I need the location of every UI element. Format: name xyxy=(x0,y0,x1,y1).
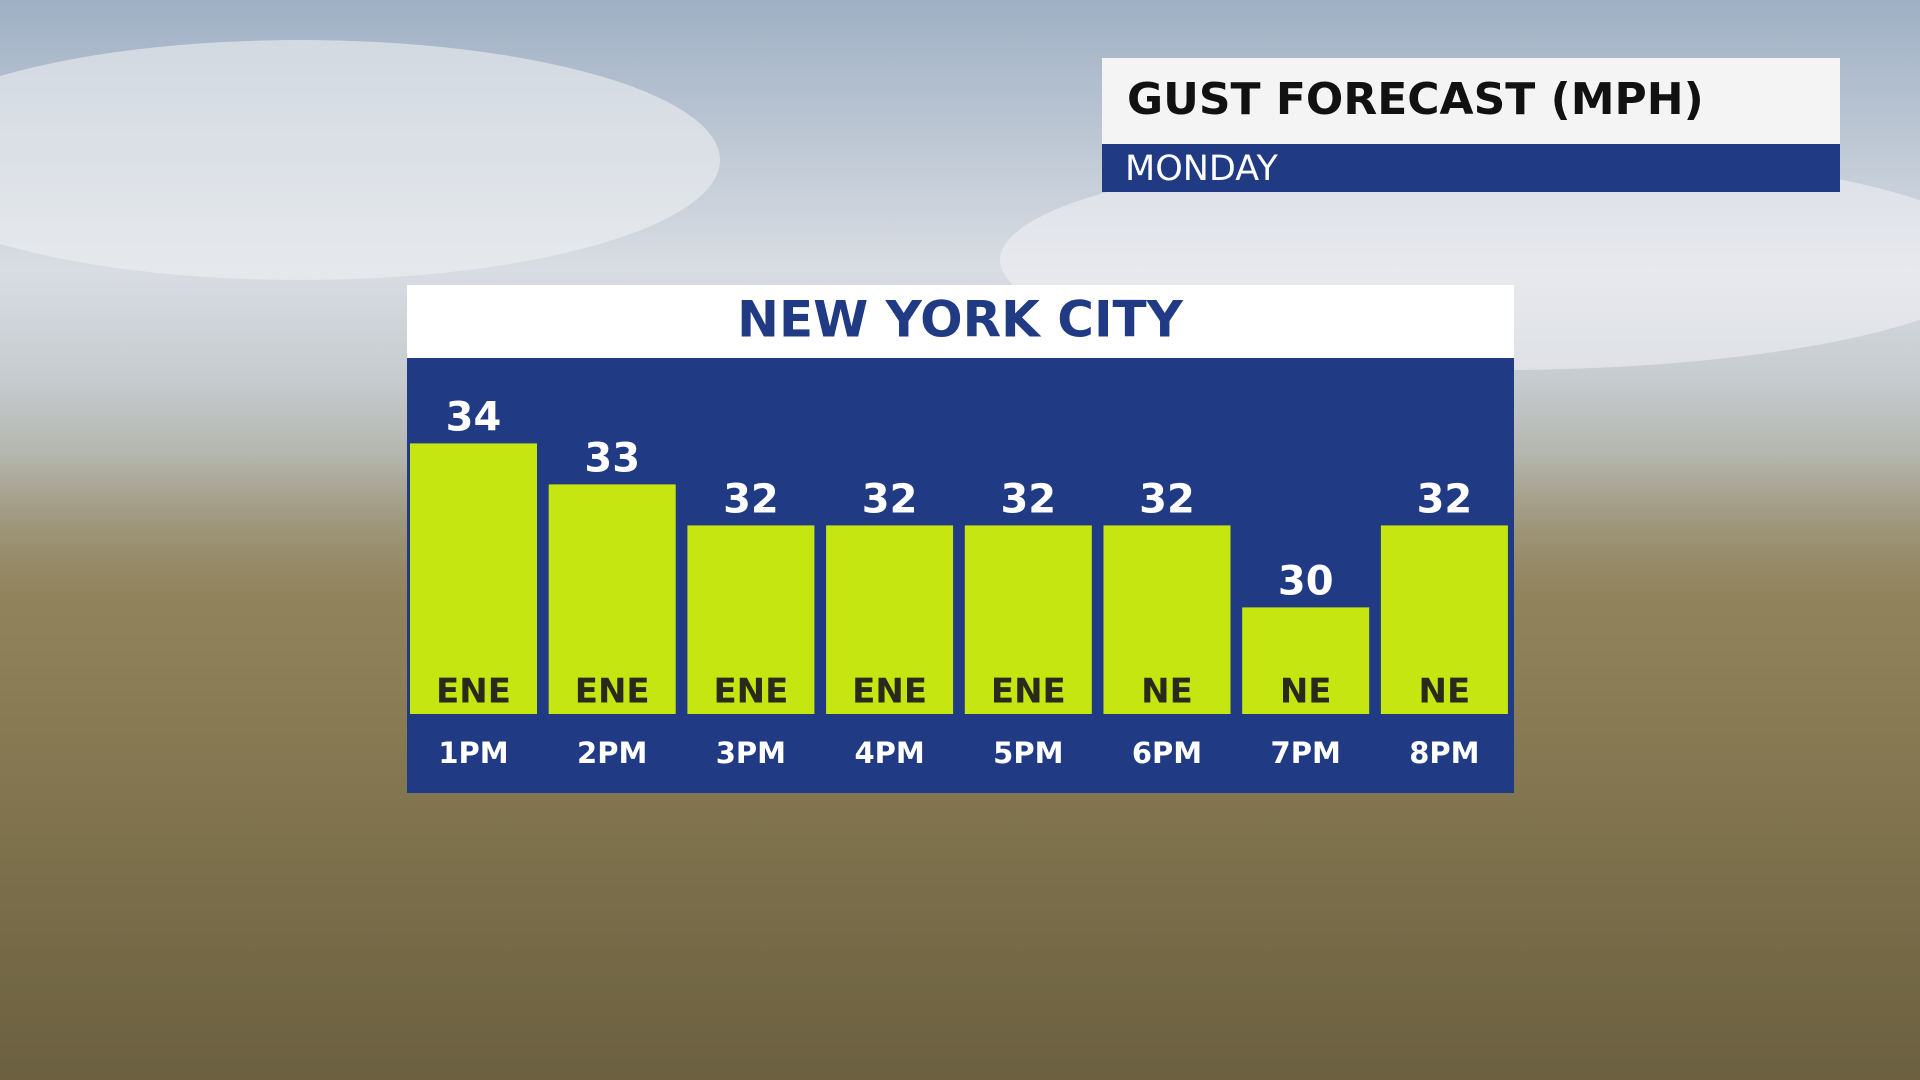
x-tick-label: 6PM xyxy=(1132,736,1202,770)
bar xyxy=(1242,607,1370,714)
value-label: 30 xyxy=(1278,558,1334,604)
x-tick-label: 8PM xyxy=(1409,736,1479,770)
direction-label: ENE xyxy=(713,672,788,712)
bar xyxy=(687,525,815,714)
value-label: 32 xyxy=(1000,476,1056,522)
direction-label: NE xyxy=(1419,672,1471,712)
value-label: 33 xyxy=(584,435,640,481)
direction-label: ENE xyxy=(852,672,927,712)
value-label: 32 xyxy=(723,476,779,522)
direction-label: ENE xyxy=(991,672,1066,712)
value-label: 32 xyxy=(1139,476,1195,522)
x-tick-label: 5PM xyxy=(993,736,1063,770)
subtitle-box xyxy=(1102,144,1840,192)
direction-label: ENE xyxy=(575,672,650,712)
bar xyxy=(826,525,954,714)
direction-label: ENE xyxy=(436,672,511,712)
bar xyxy=(410,443,537,714)
title-box xyxy=(1102,58,1840,144)
chart-title: GUST FORECAST (MPH) xyxy=(1127,74,1704,125)
cloud xyxy=(0,40,720,280)
direction-label: NE xyxy=(1141,672,1193,712)
bar xyxy=(1380,525,1508,714)
value-label: 32 xyxy=(862,476,918,522)
bar xyxy=(1103,525,1231,714)
direction-label: NE xyxy=(1280,672,1332,712)
x-tick-label: 7PM xyxy=(1271,736,1341,770)
x-tick-label: 3PM xyxy=(716,736,786,770)
bar xyxy=(964,525,1092,714)
x-tick-label: 1PM xyxy=(438,736,508,770)
bar xyxy=(548,484,676,714)
location-title: NEW YORK CITY xyxy=(737,291,1184,349)
x-tick-label: 2PM xyxy=(577,736,647,770)
panel-header xyxy=(407,285,1514,358)
value-label: 32 xyxy=(1417,476,1473,522)
plot: 34 ENE 1PM 33 ENE 2PM 32 ENE 3PM 32 ENE 4PM 32 ENE 5PM… xyxy=(410,394,1508,770)
chart-subtitle: MONDAY xyxy=(1125,149,1278,189)
value-label: 34 xyxy=(446,394,502,440)
x-tick-label: 4PM xyxy=(854,736,924,770)
